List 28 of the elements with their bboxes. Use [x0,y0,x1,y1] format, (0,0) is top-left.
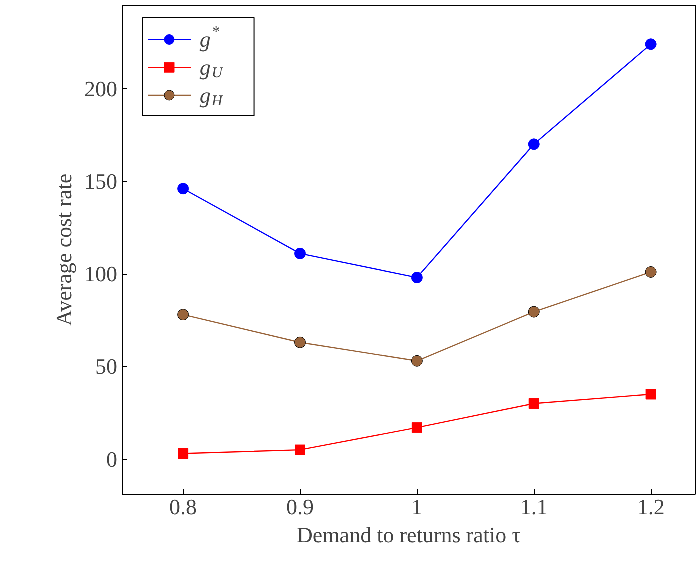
x-axis-title: Demand to returns ratio τ [297,522,522,548]
y-tick-label: 150 [84,168,118,194]
y-tick-label: 100 [84,262,118,287]
y-tick-label: 200 [84,76,118,102]
point [646,389,656,400]
y-tick-label: 50 [96,354,118,380]
x-tick-label: 0.9 [286,494,314,520]
point [178,183,190,195]
point [412,422,422,434]
y-tick-label: 0 [106,446,118,472]
x-tick-label: 1.2 [637,494,665,520]
point [178,448,189,459]
point [645,38,657,50]
x-tick-label: 1 [412,494,423,520]
x-tick-label: 1.1 [520,494,548,520]
point [178,309,190,321]
point [294,444,306,456]
point [528,306,540,318]
point [294,248,306,260]
point [528,398,540,409]
point [645,266,657,278]
x-tick-label: 0.8 [170,494,198,520]
point [411,272,423,284]
legend-label: g* [200,24,220,52]
point [411,355,423,367]
y-axis-title: Average cost rate [52,174,76,326]
point [294,336,306,348]
point [528,138,540,150]
